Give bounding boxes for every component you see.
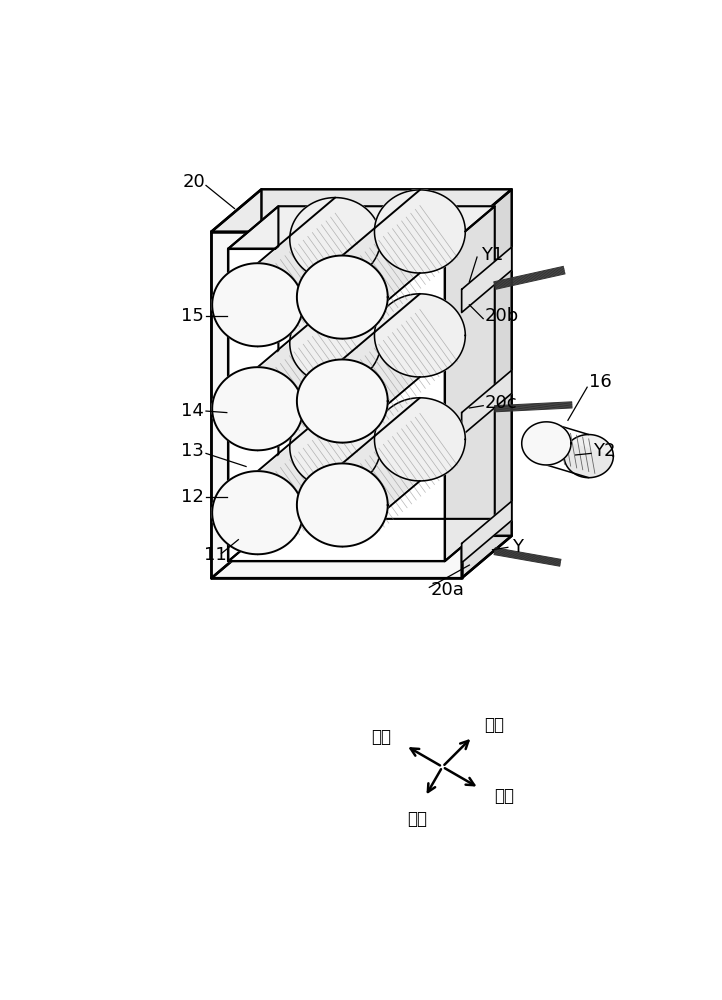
Polygon shape: [564, 435, 614, 478]
Text: 15: 15: [180, 307, 204, 325]
Polygon shape: [445, 206, 495, 561]
Text: 20b: 20b: [484, 307, 519, 325]
Polygon shape: [522, 443, 614, 478]
Text: 16: 16: [588, 373, 612, 391]
Text: 14: 14: [180, 402, 204, 420]
Polygon shape: [212, 189, 512, 232]
Polygon shape: [212, 302, 380, 409]
Polygon shape: [228, 249, 445, 561]
Polygon shape: [290, 302, 380, 385]
Polygon shape: [212, 232, 461, 578]
Polygon shape: [212, 263, 303, 346]
Polygon shape: [228, 206, 495, 249]
Polygon shape: [461, 370, 512, 436]
Polygon shape: [297, 463, 388, 547]
Polygon shape: [228, 519, 495, 561]
Polygon shape: [212, 471, 303, 554]
Polygon shape: [290, 405, 380, 489]
Polygon shape: [297, 190, 465, 297]
Text: 12: 12: [180, 488, 204, 506]
Polygon shape: [297, 335, 465, 443]
Polygon shape: [228, 206, 279, 561]
Text: Y2: Y2: [593, 442, 615, 460]
Text: 11: 11: [204, 546, 227, 564]
Polygon shape: [522, 422, 571, 465]
Text: 20: 20: [183, 173, 206, 191]
Text: Y1: Y1: [481, 246, 503, 264]
Polygon shape: [461, 501, 512, 563]
Polygon shape: [290, 198, 380, 281]
Polygon shape: [522, 443, 614, 478]
Polygon shape: [461, 247, 512, 312]
Text: 左方: 左方: [371, 728, 391, 746]
Text: 20c: 20c: [484, 394, 518, 412]
Polygon shape: [212, 239, 380, 346]
Text: 20a: 20a: [431, 581, 465, 599]
Polygon shape: [212, 367, 303, 450]
Polygon shape: [297, 359, 388, 443]
Text: 前方: 前方: [407, 810, 427, 828]
Text: 13: 13: [180, 442, 204, 460]
Polygon shape: [375, 190, 465, 273]
Polygon shape: [297, 439, 465, 547]
Polygon shape: [297, 256, 388, 339]
Polygon shape: [212, 343, 380, 450]
Polygon shape: [212, 198, 380, 305]
Polygon shape: [297, 231, 465, 339]
Text: 右方: 右方: [494, 787, 514, 805]
Text: Y: Y: [512, 538, 523, 556]
Polygon shape: [212, 447, 380, 554]
Polygon shape: [212, 189, 261, 578]
Polygon shape: [375, 294, 465, 377]
Polygon shape: [212, 405, 380, 513]
Polygon shape: [212, 536, 512, 578]
Polygon shape: [375, 398, 465, 481]
Polygon shape: [297, 398, 465, 505]
Polygon shape: [297, 294, 465, 401]
Text: 后方: 后方: [484, 716, 505, 734]
Polygon shape: [461, 189, 512, 578]
